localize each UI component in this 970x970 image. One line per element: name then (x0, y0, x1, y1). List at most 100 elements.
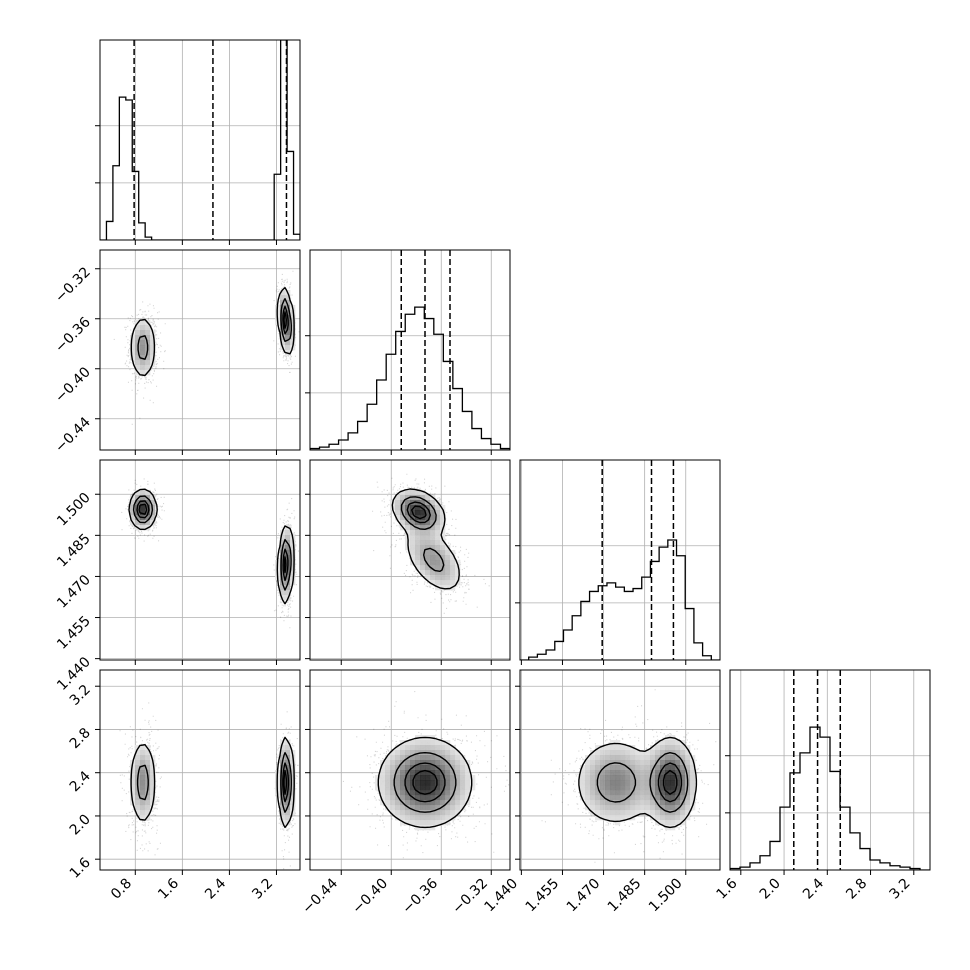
density-cell (620, 770, 626, 776)
density-cell (685, 755, 691, 761)
hist-panel-2 (515, 459, 721, 665)
density-cell (650, 755, 656, 761)
density-cell (395, 505, 401, 511)
y-tick-label: 2.4 (67, 768, 94, 795)
density-cell (140, 810, 146, 816)
density-cell (670, 785, 676, 791)
density-cell (660, 820, 666, 826)
density-cell (690, 805, 696, 811)
density-cell (445, 795, 451, 801)
density-cell (665, 775, 671, 781)
density-cell (390, 810, 396, 816)
density-cell (465, 765, 471, 771)
density-cell (580, 780, 586, 786)
density-cell (455, 760, 461, 766)
density-cell (140, 745, 146, 751)
density-cell (130, 350, 136, 356)
density-cell (405, 520, 411, 526)
density-cell (625, 800, 631, 806)
density-cell (455, 780, 461, 786)
density-cell (130, 500, 136, 506)
density-cell (680, 810, 686, 816)
density-cell (640, 790, 646, 796)
density-cell (130, 765, 136, 771)
density-cell (135, 760, 141, 766)
density-cell (590, 800, 596, 806)
density-cell (430, 545, 436, 551)
panel-frame (519, 669, 721, 871)
density-cell (280, 290, 286, 296)
density-cell (140, 360, 146, 366)
density-cell (455, 790, 461, 796)
density-cell (640, 780, 646, 786)
density-cell (680, 805, 686, 811)
density-cell (430, 580, 436, 586)
density-cell (455, 570, 461, 576)
density-cell (600, 760, 606, 766)
density-cell (145, 755, 151, 761)
density-cell (290, 785, 296, 791)
density-cell (435, 740, 441, 746)
density-cell (400, 495, 406, 501)
density-cell (435, 775, 441, 781)
density-cell (135, 325, 141, 331)
density-cell (425, 765, 431, 771)
density-cell (430, 760, 436, 766)
density-cell (640, 775, 646, 781)
y-tick-label: −0.36 (52, 314, 94, 356)
density-cell (410, 755, 416, 761)
density-cell (445, 785, 451, 791)
density-cell (440, 585, 446, 591)
density-cell (145, 325, 151, 331)
density-cell (590, 755, 596, 761)
density-cell (430, 800, 436, 806)
density-cell (450, 780, 456, 786)
density-cell (675, 780, 681, 786)
density-cell (405, 525, 411, 531)
contour-1 (136, 752, 292, 813)
density-cell (445, 770, 451, 776)
density-cell (620, 750, 626, 756)
density-cell (410, 520, 416, 526)
density-cell (635, 780, 641, 786)
density-cell (680, 765, 686, 771)
density-cell (390, 780, 396, 786)
density-cell (435, 540, 441, 546)
density-cell (630, 775, 636, 781)
density-cell (425, 795, 431, 801)
density-cell (435, 525, 441, 531)
density-cell (630, 760, 636, 766)
density-cell (425, 515, 431, 521)
density-cell (645, 780, 651, 786)
density-cell (150, 785, 156, 791)
density-cell (135, 495, 141, 501)
density-cell (655, 810, 661, 816)
density-cell (615, 795, 621, 801)
density-cell (450, 775, 456, 781)
density-cell (670, 780, 676, 786)
y-tick-label: 1.485 (54, 531, 94, 571)
density-cell (655, 785, 661, 791)
density-cell (140, 780, 146, 786)
density-cell (430, 765, 436, 771)
density-cell (435, 745, 441, 751)
density-cell (375, 775, 381, 781)
density-cell (435, 560, 441, 566)
density-cell (455, 575, 461, 581)
density-cell (440, 510, 446, 516)
density-cell (605, 785, 611, 791)
density-cell (645, 805, 651, 811)
density-cell (440, 520, 446, 526)
density-cell (440, 765, 446, 771)
density-cell (410, 785, 416, 791)
density-cell (665, 780, 671, 786)
contour-1 (596, 752, 689, 813)
density-cell (440, 750, 446, 756)
density-cell (385, 795, 391, 801)
y-tick-label: 1.6 (67, 855, 94, 882)
contour-3 (138, 503, 287, 574)
density-cell (290, 315, 296, 321)
density-cell (610, 745, 616, 751)
density-cell (665, 805, 671, 811)
density-cell (630, 755, 636, 761)
